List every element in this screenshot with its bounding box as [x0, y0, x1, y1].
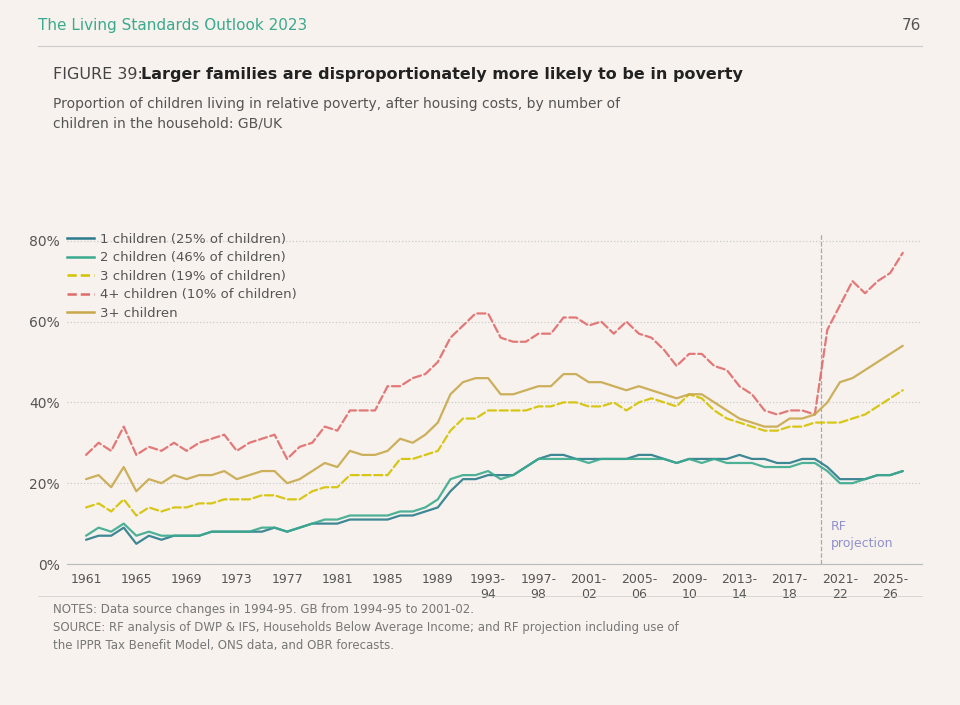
Text: FIGURE 39:: FIGURE 39:: [53, 67, 148, 82]
Text: The Living Standards Outlook 2023: The Living Standards Outlook 2023: [38, 18, 307, 32]
Text: RF
projection: RF projection: [831, 520, 894, 550]
Text: NOTES: Data source changes in 1994-95. GB from 1994-95 to 2001-02.
SOURCE: RF an: NOTES: Data source changes in 1994-95. G…: [53, 603, 679, 652]
Text: Larger families are disproportionately more likely to be in poverty: Larger families are disproportionately m…: [141, 67, 743, 82]
Text: 76: 76: [902, 18, 922, 32]
Text: Proportion of children living in relative poverty, after housing costs, by numbe: Proportion of children living in relativ…: [53, 97, 620, 130]
Legend: 1 children (25% of children), 2 children (46% of children), 3 children (19% of c: 1 children (25% of children), 2 children…: [67, 233, 297, 320]
